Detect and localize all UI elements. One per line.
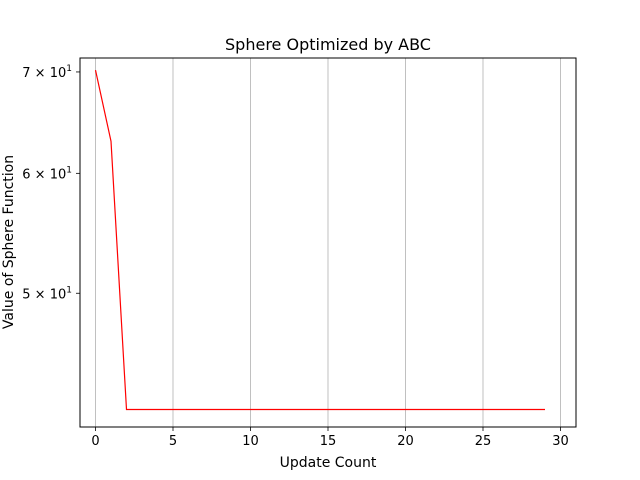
series-line [94, 69, 545, 411]
x-tick-label: 10 [242, 434, 259, 449]
chart-title: Sphere Optimized by ABC [225, 35, 431, 54]
series-line-group [94, 69, 545, 411]
x-tick-label: 30 [552, 434, 569, 449]
x-axis-label: Update Count [280, 455, 377, 471]
x-tick-label: 25 [475, 434, 492, 449]
x-axis-ticks: 0 5 10 15 20 25 30 [91, 427, 569, 449]
x-tick-label: 15 [320, 434, 337, 449]
x-tick-label: 20 [397, 434, 414, 449]
grid-lines [95, 58, 561, 427]
y-tick-label: 5 × 101 [22, 285, 72, 302]
y-tick-label: 7 × 101 [22, 64, 72, 81]
y-axis-ticks: 7 × 101 6 × 101 5 × 101 [22, 64, 80, 302]
y-tick-label: 6 × 101 [22, 165, 72, 182]
y-axis-label: Value of Sphere Function [1, 155, 17, 329]
x-tick-label: 5 [169, 434, 177, 449]
x-tick-label: 0 [91, 434, 99, 449]
